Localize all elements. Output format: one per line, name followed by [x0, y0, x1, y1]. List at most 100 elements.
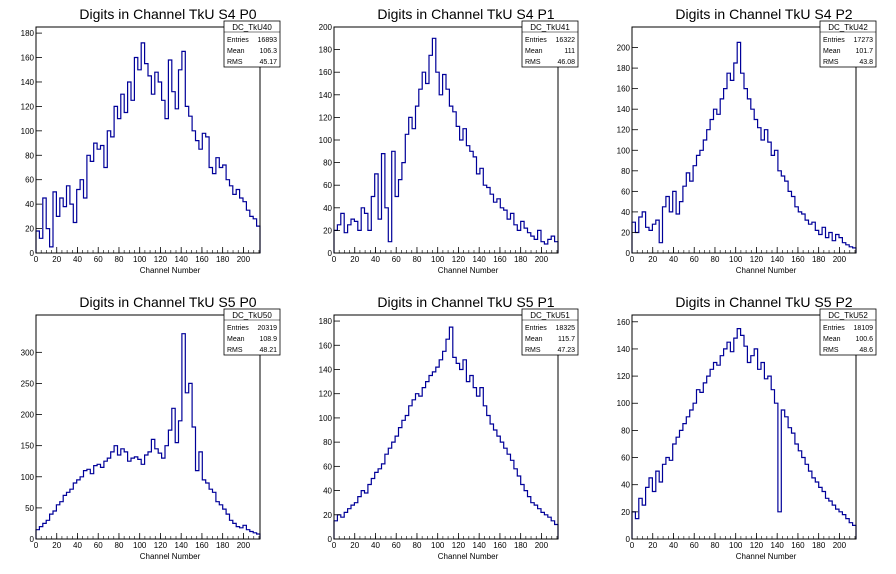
x-tick-label: 100: [431, 541, 445, 550]
histogram-series: [333, 37, 559, 253]
stats-label: Mean: [823, 336, 841, 343]
x-tick-label: 120: [154, 541, 168, 550]
y-tick-label: 20: [621, 508, 630, 517]
y-tick-label: 160: [319, 68, 333, 77]
x-tick-label: 60: [392, 541, 401, 550]
y-tick-label: 40: [323, 487, 332, 496]
plot-frame: [333, 314, 559, 540]
stats-label: Mean: [823, 48, 841, 55]
x-tick-label: 40: [669, 541, 678, 550]
x-tick-label: 160: [195, 541, 209, 550]
stats-value: 115.7: [558, 336, 575, 343]
x-tick-label: 200: [535, 541, 549, 550]
x-tick-label: 180: [812, 255, 826, 264]
y-tick-label: 40: [323, 204, 332, 213]
stats-value: 45.17: [259, 59, 277, 66]
stats-label: Entries: [525, 325, 547, 332]
stats-title: DC_TkU40: [232, 23, 272, 32]
y-tick-label: 80: [621, 167, 630, 176]
y-tick-label: 40: [25, 200, 34, 209]
stats-label: RMS: [227, 59, 243, 66]
x-tick-label: 160: [493, 255, 507, 264]
x-tick-label: 40: [73, 255, 82, 264]
stats-value: 16893: [258, 37, 278, 44]
plot-frame: [631, 314, 857, 540]
x-tick-label: 80: [711, 541, 720, 550]
stats-value: 46.08: [557, 59, 575, 66]
x-tick-label: 60: [392, 255, 401, 264]
y-tick-label: 200: [617, 44, 631, 53]
stats-label: Mean: [525, 336, 543, 343]
x-tick-label: 60: [690, 541, 699, 550]
stats-value: 48.6: [859, 347, 873, 354]
histogram-series: [333, 326, 559, 539]
x-tick-label: 80: [115, 255, 124, 264]
stats-box: [223, 308, 281, 356]
x-tick-label: 100: [133, 541, 147, 550]
stats-value: 101.7: [855, 48, 873, 55]
stats-box: [521, 308, 579, 356]
x-tick-label: 0: [34, 541, 39, 550]
y-tick-label: 0: [328, 249, 333, 258]
plot-frame: [631, 26, 857, 254]
y-tick-label: 180: [319, 317, 333, 326]
x-tick-label: 100: [431, 255, 445, 264]
y-tick-label: 0: [626, 535, 631, 544]
y-tick-label: 140: [21, 78, 35, 87]
y-tick-label: 100: [319, 136, 333, 145]
x-tick-label: 120: [452, 255, 466, 264]
y-tick-label: 120: [319, 390, 333, 399]
x-tick-label: 180: [216, 541, 230, 550]
y-tick-label: 50: [25, 504, 34, 513]
x-tick-label: 120: [750, 541, 764, 550]
y-tick-label: 250: [21, 379, 35, 388]
x-tick-label: 120: [452, 541, 466, 550]
chart-title: Digits in Channel TkU S4 P1: [377, 6, 554, 22]
y-tick-label: 140: [617, 105, 631, 114]
x-tick-label: 120: [154, 255, 168, 264]
stats-value: 48.21: [259, 347, 277, 354]
histogram-panel-DC_TkU52: Digits in Channel TkU S5 P2 0 20 40 60 80 100 1…: [617, 294, 877, 561]
stats-label: Mean: [227, 336, 245, 343]
y-tick-label: 100: [617, 146, 631, 155]
histogram-panel-DC_TkU41: Digits in Channel TkU S4 P1 0 20 40 60 80 100 1…: [319, 6, 579, 275]
y-tick-label: 180: [319, 46, 333, 55]
x-tick-label: 180: [812, 541, 826, 550]
x-tick-label: 100: [729, 255, 743, 264]
histogram-panel-DC_TkU51: Digits in Channel TkU S5 P1 0 20 40 60 80 100 1…: [319, 294, 579, 561]
x-tick-label: 160: [195, 255, 209, 264]
stats-box: [223, 20, 281, 68]
chart-title: Digits in Channel TkU S5 P0: [79, 294, 256, 310]
stats-value: 43.8: [859, 59, 873, 66]
x-axis-label: Channel Number: [736, 266, 797, 275]
x-tick-label: 60: [94, 541, 103, 550]
y-tick-label: 100: [21, 127, 35, 136]
x-tick-label: 200: [833, 541, 847, 550]
x-tick-label: 140: [175, 255, 189, 264]
x-axis-label: Channel Number: [140, 266, 201, 275]
x-tick-label: 140: [771, 541, 785, 550]
y-tick-label: 80: [323, 438, 332, 447]
plot-frame: [35, 26, 261, 254]
stats-value: 106.3: [259, 48, 277, 55]
y-tick-label: 20: [621, 228, 630, 237]
y-tick-label: 120: [319, 113, 333, 122]
stats-label: Entries: [525, 37, 547, 44]
y-tick-label: 100: [617, 399, 631, 408]
histogram-series: [35, 333, 261, 539]
y-tick-label: 60: [323, 181, 332, 190]
x-tick-label: 140: [473, 541, 487, 550]
x-tick-label: 0: [630, 255, 635, 264]
histogram-series: [35, 42, 261, 253]
y-tick-label: 140: [319, 91, 333, 100]
stats-value: 111: [564, 48, 575, 55]
x-tick-label: 160: [791, 255, 805, 264]
stats-title: DC_TkU42: [828, 23, 868, 32]
x-tick-label: 160: [791, 541, 805, 550]
stats-label: RMS: [823, 347, 839, 354]
x-tick-label: 200: [535, 255, 549, 264]
stats-value: 18325: [556, 325, 576, 332]
x-tick-label: 0: [332, 255, 337, 264]
x-tick-label: 40: [73, 541, 82, 550]
